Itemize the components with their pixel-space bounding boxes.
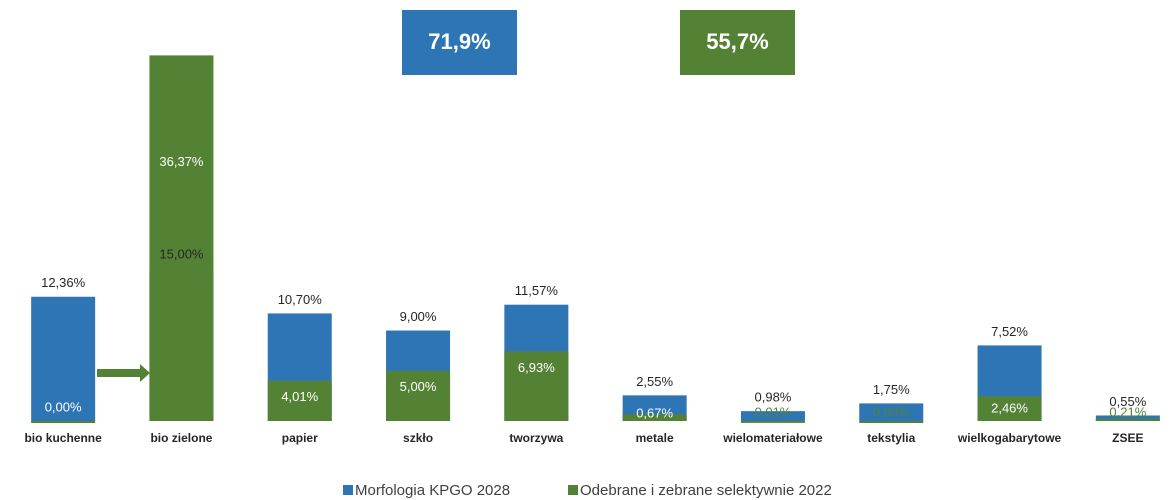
value-label: 1,75%: [873, 382, 910, 397]
x-tick-label: wielomateriałowe: [722, 431, 823, 445]
bar: [386, 370, 451, 421]
bar: [859, 421, 924, 423]
value-label: 7,52%: [991, 324, 1028, 339]
x-tick-label: wielkogabarytowe: [957, 431, 1062, 445]
value-label: 0,00%: [873, 404, 910, 419]
value-label: 9,00%: [400, 309, 437, 324]
value-label: 4,01%: [281, 389, 318, 404]
legend-label: Morfologia KPGO 2028: [355, 482, 510, 499]
bar: [859, 403, 924, 421]
bar: [1095, 418, 1160, 421]
annotation-box: [680, 10, 795, 75]
value-label: 2,46%: [991, 400, 1028, 415]
value-label: 0,67%: [636, 405, 673, 420]
annotation: 55,7%: [706, 29, 768, 54]
x-tick-label: papier: [282, 431, 318, 445]
x-tick-label: bio kuchenne: [24, 431, 102, 445]
x-tick-label: ZSEE: [1112, 431, 1143, 445]
bar: [1095, 415, 1160, 421]
bar: [740, 420, 805, 423]
value-label: 2,55%: [636, 374, 673, 389]
value-label: 0,55%: [1109, 394, 1146, 409]
bar: [149, 55, 214, 421]
value-label: 5,00%: [400, 379, 437, 394]
x-tick-label: bio zielone: [150, 431, 212, 445]
value-label: 0,00%: [45, 399, 82, 414]
bar: [504, 351, 569, 421]
value-label: 0,01%: [755, 404, 792, 419]
annotation: 71,9%: [428, 29, 490, 54]
x-tick-label: metale: [636, 431, 674, 445]
value-label: 12,36%: [41, 275, 86, 290]
bar: [31, 296, 96, 421]
arrow: [97, 364, 150, 382]
value-label: 15,00%: [159, 247, 204, 262]
legend-swatch: [568, 485, 578, 495]
value-label: 0,21%: [1109, 404, 1146, 419]
legend-swatch: [343, 485, 353, 495]
bar: [267, 380, 332, 421]
bar: [31, 421, 96, 423]
value-label: 11,57%: [515, 283, 559, 298]
value-label: 6,93%: [518, 360, 555, 375]
value-label: 10,70%: [278, 292, 323, 307]
bar: [977, 396, 1042, 421]
value-label: 36,37%: [159, 154, 204, 169]
legend-label: Odebrane i zebrane selektywnie 2022: [580, 482, 832, 499]
bar: [622, 414, 687, 421]
x-tick-label: tekstylia: [867, 431, 915, 445]
annotation-box: [402, 10, 517, 75]
x-tick-label: tworzywa: [509, 431, 563, 445]
x-tick-label: szkło: [403, 431, 433, 445]
value-label: 0,98%: [755, 390, 792, 405]
bar: [740, 411, 805, 421]
